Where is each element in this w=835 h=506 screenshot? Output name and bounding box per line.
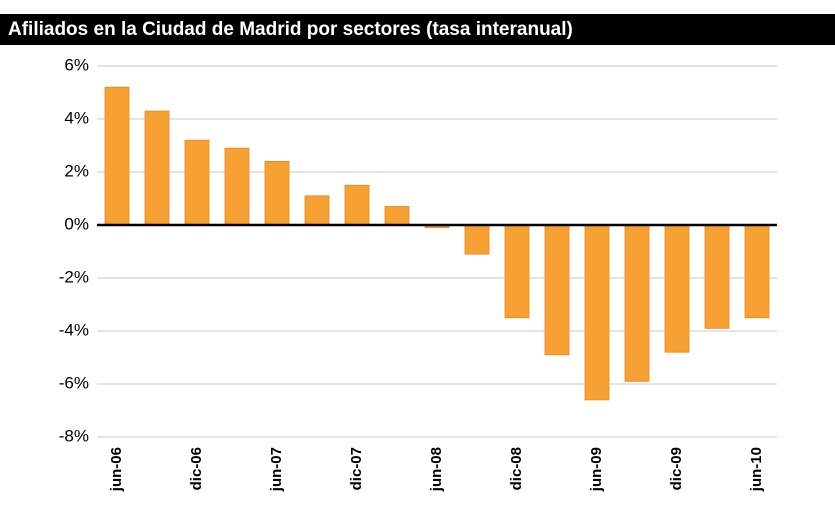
y-tick-label: 0%	[64, 214, 89, 233]
y-tick-label: -8%	[59, 426, 89, 445]
x-tick-label: dic-07	[348, 447, 365, 490]
bar	[744, 224, 770, 319]
bar	[304, 195, 330, 226]
title-banner	[0, 14, 835, 45]
bar	[184, 139, 210, 226]
bar	[384, 206, 410, 226]
bar	[344, 184, 370, 226]
x-tick-label: jun-10	[748, 447, 765, 492]
y-tick-label: 4%	[64, 108, 89, 127]
y-tick-label: 6%	[64, 55, 89, 74]
chart-title: Afiliados en la Ciudad de Madrid por sec…	[8, 19, 573, 40]
bar	[464, 224, 490, 255]
bar	[664, 224, 690, 353]
x-tick-label: dic-09	[668, 447, 685, 490]
x-tick-label: dic-08	[508, 447, 525, 490]
bar	[224, 147, 250, 226]
x-tick-label: dic-06	[188, 447, 205, 490]
y-tick-label: -6%	[59, 373, 89, 392]
bar	[104, 86, 130, 226]
bar	[144, 110, 170, 226]
x-tick-label: jun-07	[268, 447, 285, 492]
y-tick-label: -4%	[59, 320, 89, 339]
x-tick-label: jun-06	[108, 447, 125, 492]
x-tick-label: jun-08	[428, 447, 445, 492]
bar	[704, 224, 730, 329]
bar	[624, 224, 650, 382]
y-tick-label: 2%	[64, 161, 89, 180]
y-tick-label: -2%	[59, 267, 89, 286]
bar	[544, 224, 570, 356]
bar	[264, 160, 290, 226]
bar	[504, 224, 530, 319]
x-tick-label: jun-09	[588, 447, 605, 492]
bar	[584, 224, 610, 401]
